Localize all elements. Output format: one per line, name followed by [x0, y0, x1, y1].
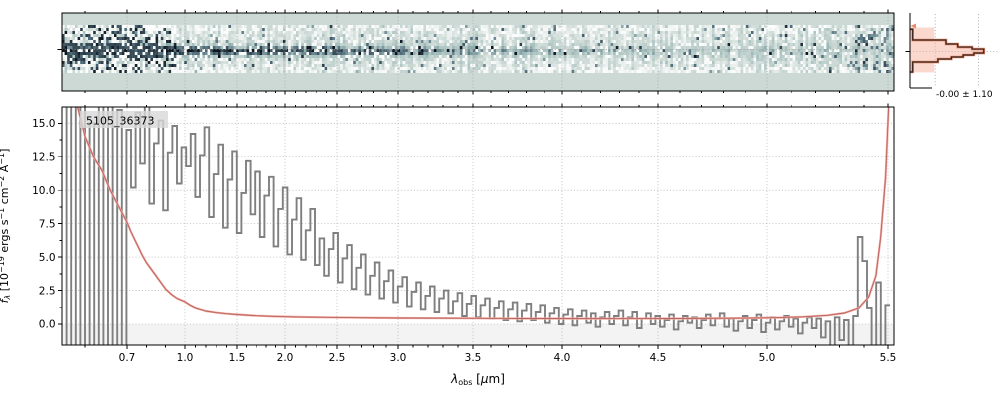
- x-tick-label-4.0: 4.0: [554, 352, 571, 364]
- x-tick-label-1.5: 1.5: [229, 352, 246, 364]
- histogram-outline: [910, 28, 985, 73]
- x-tick-label-0.7: 0.7: [119, 352, 136, 364]
- spec2d-ticks: [57, 9, 889, 95]
- y-tick-label-15.0: 15.0: [32, 118, 55, 130]
- flux-spectrum-line: [65, 107, 890, 345]
- source-id-annotation: 5105_36373: [86, 115, 155, 128]
- spec1d-gridlines: [62, 107, 894, 345]
- spec1d-ticks: 0.7 1.0 1.5 2.0 2.5 3.0 3.5 4.0 4.5 5.0 5.5 0.0 2.5 5…: [32, 103, 896, 364]
- spec1d-panel: 0.7 1.0 1.5 2.0 2.5 3.0 3.5 4.0 4.5 5.0 5.5 0.0 2.5 5…: [32, 103, 896, 364]
- x-axis-label: λobs [μm]: [450, 372, 505, 387]
- x-tick-label-5.5: 5.5: [880, 352, 897, 364]
- negative-flux-shade: [62, 324, 894, 345]
- x-tick-label-3.5: 3.5: [465, 352, 482, 364]
- histogram-spines: [905, 13, 932, 89]
- histogram-stats-label: -0.00 ± 1.10: [936, 90, 993, 100]
- spec2d-image: [62, 25, 894, 73]
- annotation-box: [80, 111, 168, 128]
- error-spectrum-core: [77, 107, 890, 320]
- x-tick-label-5.0: 5.0: [759, 352, 776, 364]
- y-axis-label: fλ [10−19 ergs s−1 cm−2 Å−1]: [0, 149, 12, 304]
- spec1d-data: [65, 107, 890, 345]
- x-tick-label-1.0: 1.0: [177, 352, 194, 364]
- spec2d-gridlines: [62, 13, 894, 91]
- clipped-outlier-marker: [910, 23, 916, 29]
- y-tick-label-7.5: 7.5: [39, 218, 56, 230]
- spec2d-panel: [57, 9, 895, 95]
- y-tick-label-12.5: 12.5: [32, 151, 55, 163]
- pixel-histogram-panel: [905, 13, 999, 89]
- x-tick-label-2.0: 2.0: [277, 352, 294, 364]
- y-tick-label-5.0: 5.0: [39, 252, 56, 264]
- y-tick-label-2.5: 2.5: [39, 285, 56, 297]
- y-tick-label-10.0: 10.0: [32, 185, 55, 197]
- x-tick-label-2.5: 2.5: [329, 352, 346, 364]
- y-tick-label-0.0: 0.0: [39, 319, 56, 331]
- x-tick-label-4.5: 4.5: [650, 352, 667, 364]
- x-tick-label-3.0: 3.0: [390, 352, 407, 364]
